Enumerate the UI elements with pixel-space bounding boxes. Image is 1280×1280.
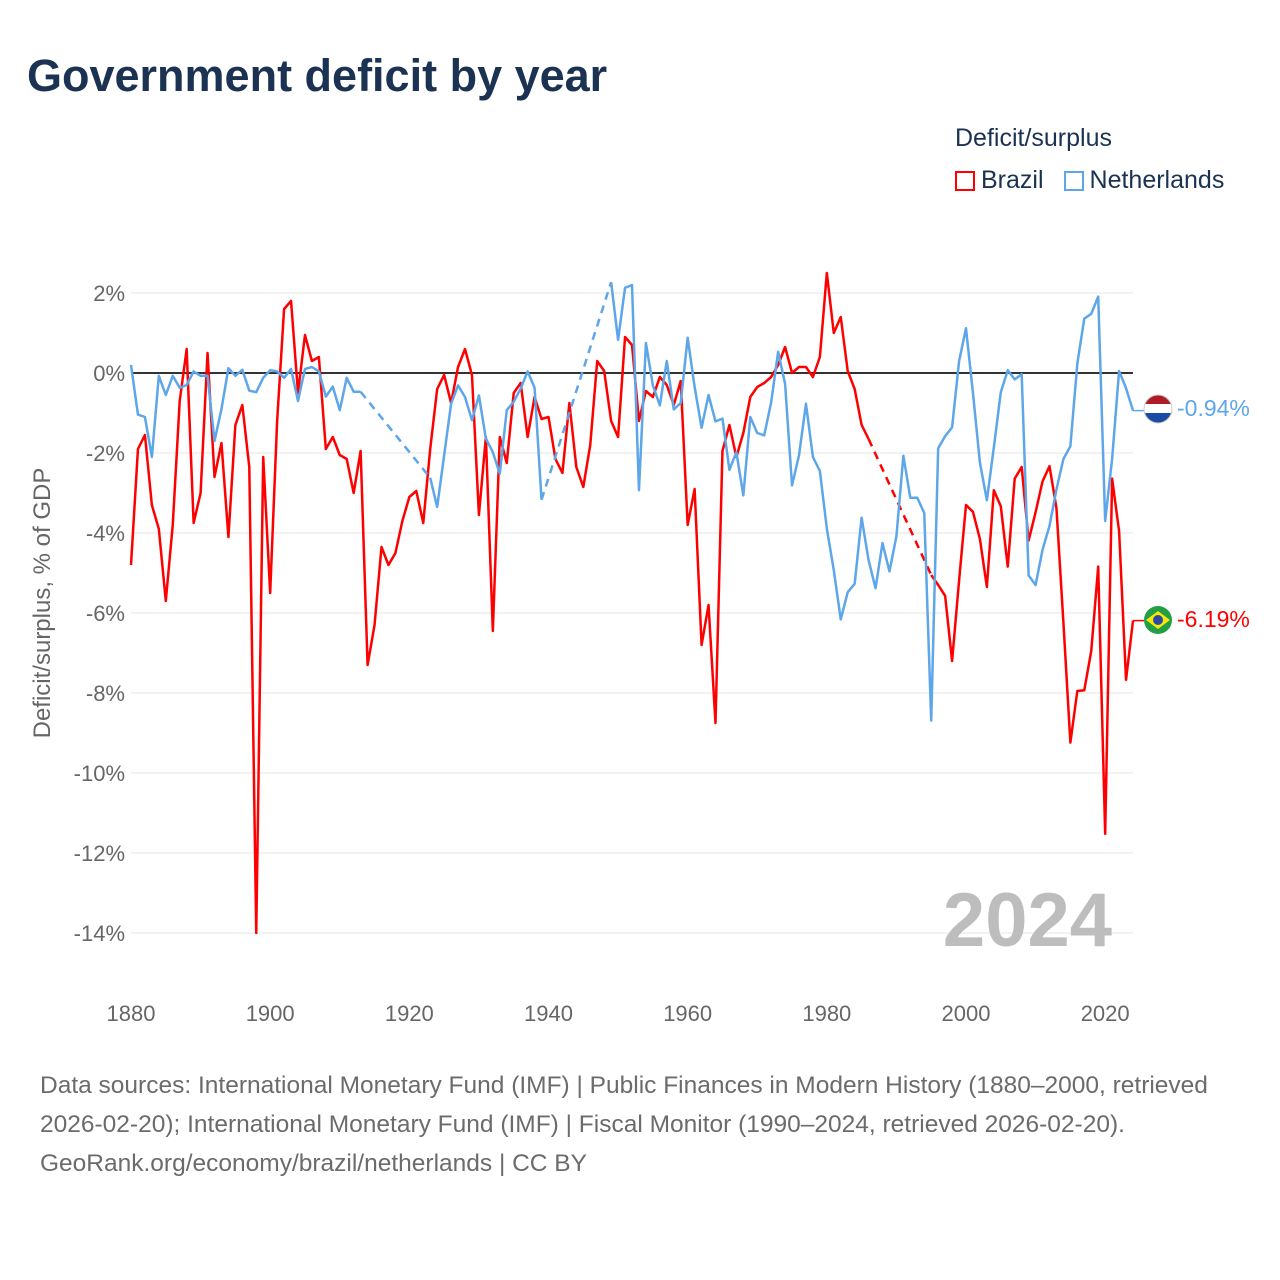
legend-item-brazil[interactable]: Brazil	[955, 166, 1044, 195]
y-axis-label: Deficit/surplus, % of GDP	[29, 468, 56, 739]
x-tick-label: 2000	[942, 1001, 991, 1026]
gridlines	[131, 292, 1133, 934]
credit-link[interactable]: GeoRank.org/economy/brazil/netherlands |…	[40, 1150, 587, 1177]
y-tick-label: -2%	[86, 441, 125, 466]
netherlands-gap-line	[540, 281, 613, 501]
legend-swatch-netherlands	[1063, 170, 1084, 191]
x-tick-label: 1940	[524, 1001, 573, 1026]
brazil-line	[129, 271, 870, 935]
y-tick-label: -4%	[86, 521, 125, 546]
legend: Brazil Netherlands	[955, 166, 1224, 195]
y-tick-label: -14%	[74, 921, 125, 946]
y-tick-label: -8%	[86, 681, 125, 706]
y-tick-label: -10%	[74, 761, 125, 786]
x-tick-label: 1880	[107, 1001, 156, 1026]
legend-title: Deficit/surplus	[955, 124, 1112, 152]
x-tick-label: 2020	[1081, 1001, 1130, 1026]
netherlands-line	[609, 282, 1135, 722]
netherlands-line	[428, 370, 543, 509]
y-tick-label: 2%	[93, 281, 125, 306]
brazil-line	[930, 464, 1135, 836]
footer: Data sources: International Monetary Fun…	[40, 1066, 1250, 1183]
y-tick-label: 0%	[93, 361, 125, 386]
x-tick-label: 1980	[802, 1001, 851, 1026]
legend-item-netherlands[interactable]: Netherlands	[1063, 166, 1225, 195]
y-tick-label: -6%	[86, 601, 125, 626]
data-sources: Data sources: International Monetary Fun…	[40, 1072, 1208, 1138]
netherlands-line	[129, 364, 361, 459]
chart-title: Government deficit by year	[27, 50, 608, 101]
brazil-flag-icon	[1144, 606, 1172, 634]
y-axis-ticks: 2% 0% -2% -4% -6% -8% -10% -12% -14%	[74, 281, 125, 946]
end-label-brazil: -6.19%	[1177, 606, 1250, 632]
y-tick-label: -12%	[74, 841, 125, 866]
legend-swatch-brazil	[955, 170, 975, 191]
legend-label-brazil: Brazil	[981, 166, 1044, 194]
x-tick-label: 1920	[385, 1001, 434, 1026]
netherlands-flag-icon	[1144, 395, 1172, 423]
netherlands-gap-line	[359, 391, 432, 479]
x-tick-label: 1960	[663, 1001, 712, 1026]
x-axis-ticks: 1880 1900 1920 1940 1960 1980 2000 2020	[107, 1001, 1130, 1026]
series-lines	[129, 271, 1144, 935]
year-watermark: 2024	[943, 878, 1112, 963]
x-tick-label: 1900	[246, 1001, 295, 1026]
legend-label-netherlands: Netherlands	[1089, 166, 1225, 194]
end-label-netherlands: -0.94%	[1177, 395, 1250, 421]
